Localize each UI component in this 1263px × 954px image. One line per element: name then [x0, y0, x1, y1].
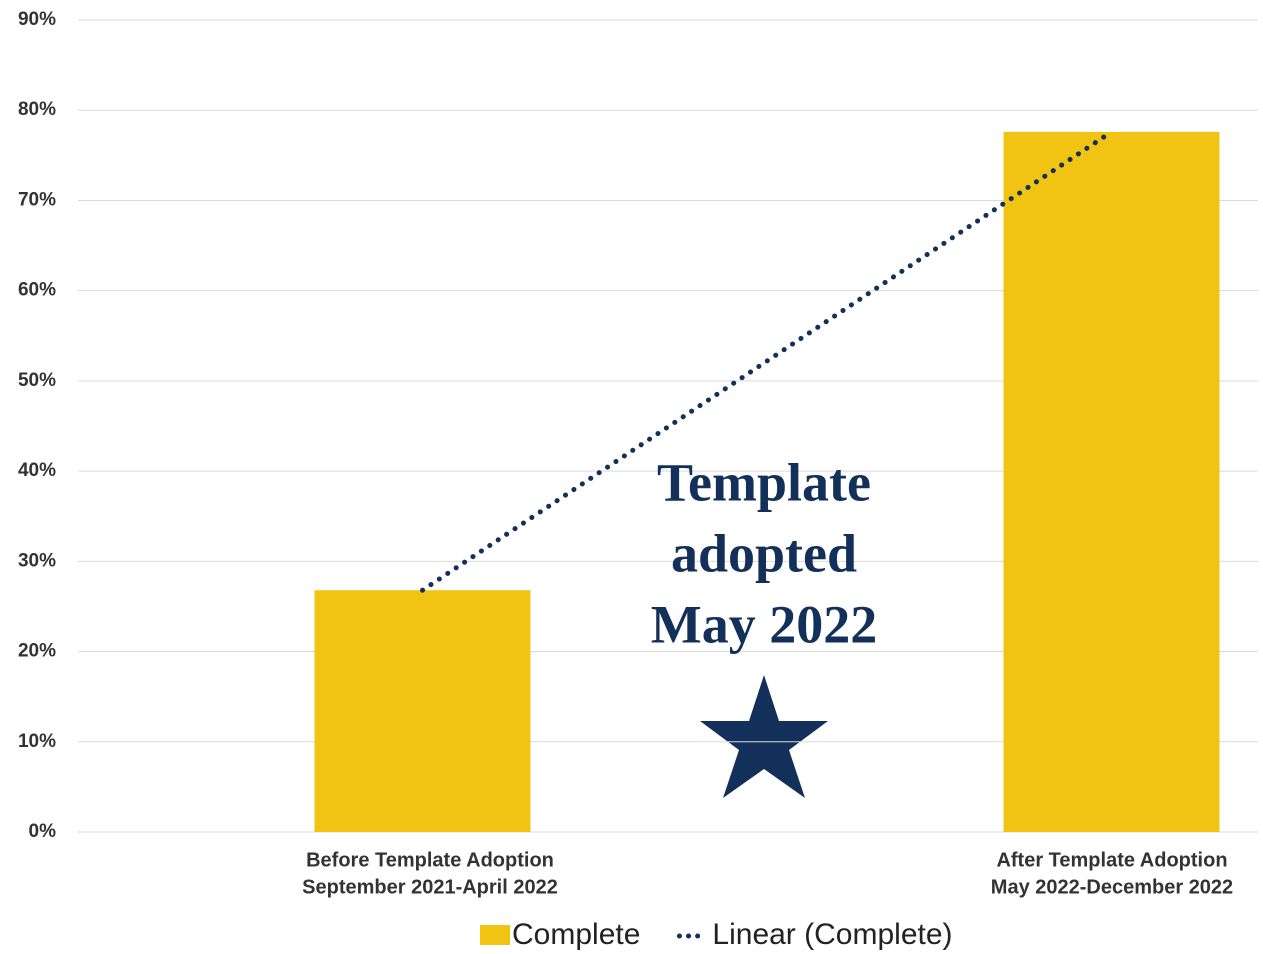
y-tick-label: 30%: [18, 550, 56, 571]
y-tick-label: 60%: [18, 280, 56, 301]
y-tick-label: 10%: [18, 731, 56, 752]
x-tick-label: Before Template Adoption: [306, 849, 554, 871]
legend-label: Linear (Complete): [712, 918, 952, 951]
legend-label: Complete: [512, 918, 640, 951]
bar: [1003, 131, 1220, 832]
x-tick-label: May 2022-December 2022: [991, 876, 1233, 898]
y-tick-label: 0%: [29, 821, 57, 842]
y-tick-label: 20%: [18, 641, 56, 662]
x-tick-label: September 2021-April 2022: [302, 876, 558, 898]
bar: [314, 590, 531, 832]
y-tick-label: 90%: [18, 9, 56, 30]
legend-swatch: [480, 925, 510, 945]
annotation: Template: [657, 452, 871, 512]
annotation: May 2022: [651, 594, 877, 654]
y-tick-label: 40%: [18, 460, 56, 481]
annotation: adopted: [671, 523, 857, 583]
y-tick-label: 50%: [18, 370, 56, 391]
y-tick-label: 80%: [18, 99, 56, 120]
x-tick-label: After Template Adoption: [996, 849, 1227, 871]
trendline: [420, 129, 1114, 593]
star: [700, 675, 828, 798]
y-tick-label: 70%: [18, 189, 56, 210]
